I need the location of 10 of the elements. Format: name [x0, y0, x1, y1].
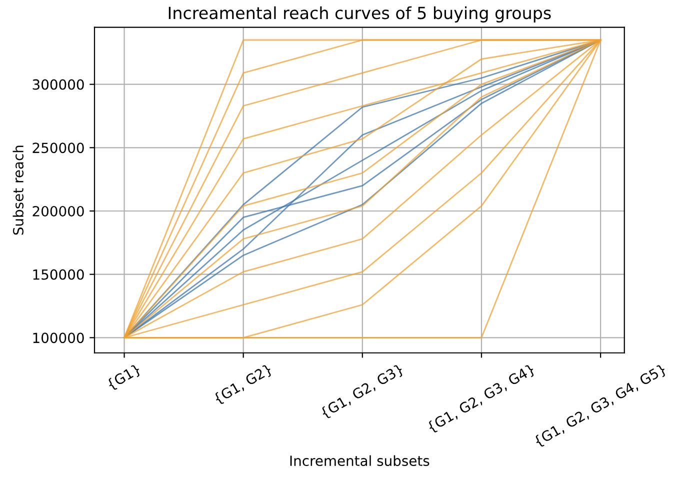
- y-tick-label: 200000: [32, 206, 84, 216]
- y-tick-label: 100000: [33, 332, 84, 344]
- y-tick-label: 150000: [33, 269, 84, 280]
- x-tick-label: {G1, G2, G3}: [320, 363, 405, 420]
- y-tick-label: 250000: [32, 142, 84, 154]
- chart-title: Increamental reach curves of 5 buying groups: [168, 6, 551, 22]
- x-tick-label: {G1, G2}: [213, 363, 274, 406]
- y-tick-label: 300000: [32, 79, 84, 90]
- x-axis-title: Incremental subsets: [290, 455, 430, 466]
- y-axis-title: Subset reach: [12, 146, 24, 235]
